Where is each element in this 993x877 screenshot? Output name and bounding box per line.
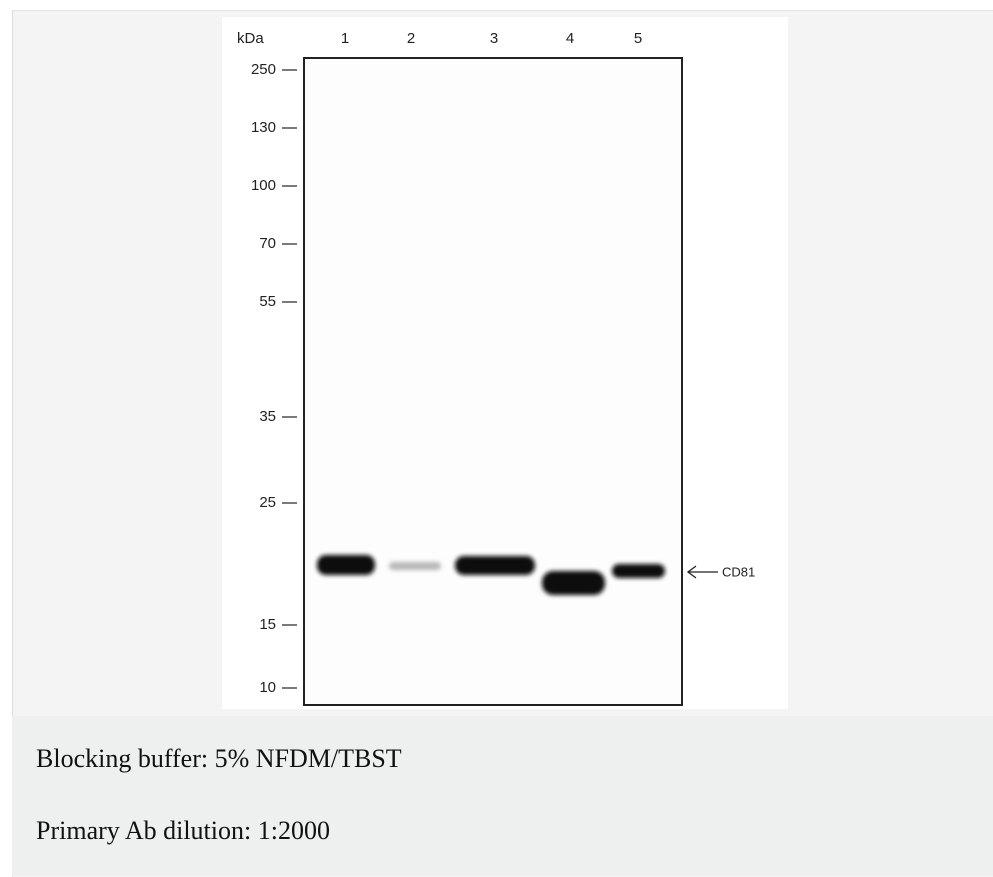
marker-label: 70 [259, 235, 276, 252]
western-blot: kDa CD81 250 130 100 70 55 35 25 15 10 1 2 3 4 5 [222, 17, 788, 709]
band-label: CD81 [722, 564, 755, 579]
caption: Primary Ab dilution: 1:2000 [36, 816, 330, 846]
band [455, 556, 535, 575]
axis-unit: kDa [237, 30, 264, 47]
marker-label: 15 [259, 616, 276, 633]
marker-label: 35 [259, 408, 276, 425]
lane-label: 4 [566, 30, 574, 47]
lane-label: 2 [407, 30, 415, 47]
band [542, 571, 605, 595]
blot-frame [304, 58, 682, 705]
marker-label: 100 [251, 177, 276, 194]
lane-label: 3 [490, 30, 498, 47]
lane-label: 1 [341, 30, 349, 47]
marker-label: 25 [259, 494, 276, 511]
marker-label: 130 [251, 119, 276, 136]
captions: Blocking buffer: 5% NFDM/TBST Primary Ab… [12, 716, 993, 876]
band [389, 562, 441, 570]
caption: Blocking buffer: 5% NFDM/TBST [36, 744, 402, 774]
page: kDa CD81 250 130 100 70 55 35 25 15 10 1 2 3 4 5 Bloc… [0, 0, 993, 876]
marker-label: 10 [259, 679, 276, 696]
marker-label: 250 [251, 61, 276, 78]
marker-label: 55 [259, 293, 276, 310]
lane-label: 5 [634, 30, 642, 47]
band [317, 555, 375, 575]
band [612, 564, 665, 578]
